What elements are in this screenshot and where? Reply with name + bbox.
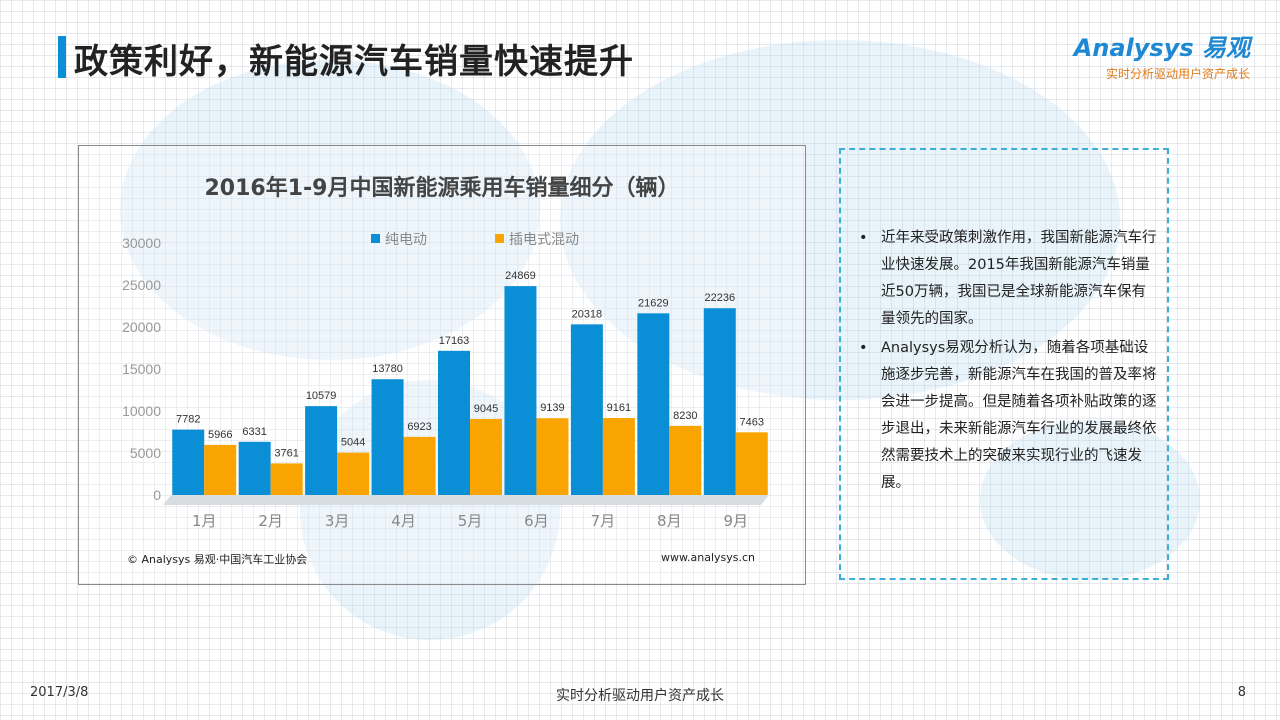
- data-label: 20318: [572, 308, 603, 320]
- bar-pure-electric: [703, 308, 736, 495]
- x-tick-label: 4月: [391, 512, 416, 530]
- x-tick-label: 1月: [192, 512, 217, 530]
- y-tick-label: 30000: [122, 235, 161, 251]
- data-label: 9045: [474, 403, 498, 415]
- chart-floor: [163, 495, 769, 505]
- data-label: 7782: [176, 414, 200, 426]
- data-label: 24869: [505, 270, 536, 282]
- x-tick-label: 7月: [591, 512, 616, 530]
- analysis-point: • Analysys易观分析认为，随着各项基础设施逐步完善，新能源汽车在我国的普及…: [859, 335, 1157, 497]
- bar-pure-electric: [637, 313, 670, 495]
- data-label: 5966: [208, 429, 232, 441]
- analysis-text: 近年来受政策刺激作用，我国新能源汽车行业快速发展。2015年我国新能源汽车销量近…: [881, 230, 1157, 327]
- data-label: 17163: [439, 335, 470, 347]
- data-label: 13780: [372, 363, 403, 375]
- logo-wordmark: Analysys 易观: [1073, 34, 1250, 62]
- page-title: 政策利好，新能源汽车销量快速提升: [74, 42, 634, 82]
- legend-swatch: [371, 234, 380, 243]
- bar-chart: 30000 25000 20000 15000 10000 5000 0 纯电动 插电式混动 77…: [122, 232, 769, 530]
- y-tick-label: 0: [153, 487, 161, 503]
- data-label: 6923: [407, 421, 431, 433]
- footer-slogan: 实时分析驱动用户资产成长: [556, 688, 724, 704]
- data-label: 10579: [306, 390, 337, 402]
- bar-plugin-hybrid: [270, 463, 303, 495]
- analysis-list: • 近年来受政策刺激作用，我国新能源汽车行业快速发展。2015年我国新能源汽车销量…: [859, 225, 1157, 499]
- chart-site: www.analysys.cn: [661, 551, 755, 564]
- data-label: 6331: [242, 426, 266, 438]
- analysis-point: • 近年来受政策刺激作用，我国新能源汽车行业快速发展。2015年我国新能源汽车销量…: [859, 225, 1157, 333]
- x-tick-label: 6月: [524, 512, 549, 530]
- x-tick-label: 8月: [657, 512, 682, 530]
- bar-plugin-hybrid: [669, 425, 702, 495]
- data-label: 21629: [638, 297, 669, 309]
- analysis-text: Analysys易观分析认为，随着各项基础设施逐步完善，新能源汽车在我国的普及率…: [881, 340, 1157, 491]
- world-map-background: [980, 420, 1200, 580]
- x-tick-label: 5月: [458, 512, 483, 530]
- bar-plugin-hybrid: [735, 432, 768, 495]
- data-label: 9139: [540, 402, 564, 414]
- page-number: 8: [1237, 685, 1246, 700]
- x-tick-label: 9月: [724, 512, 749, 530]
- bar-pure-electric: [305, 406, 338, 495]
- bar-plugin-hybrid: [337, 452, 370, 495]
- bar-plugin-hybrid: [470, 419, 502, 495]
- legend-label: 纯电动: [385, 232, 427, 248]
- y-tick-label: 10000: [122, 403, 161, 419]
- bar-plugin-hybrid: [536, 418, 569, 495]
- bar-pure-electric: [238, 441, 271, 495]
- logo-slogan: 实时分析驱动用户资产成长: [1105, 67, 1250, 81]
- y-tick-label: 25000: [122, 277, 161, 293]
- bar-pure-electric: [504, 286, 537, 495]
- legend-label: 插电式混动: [509, 232, 579, 248]
- chart-source: © Analysys 易观·中国汽车工业协会: [127, 553, 308, 566]
- footer-date: 2017/3/8: [30, 685, 89, 700]
- bar-pure-electric: [371, 379, 404, 495]
- data-label: 5044: [341, 437, 365, 449]
- x-tick-label: 2月: [258, 512, 283, 530]
- bullet-dot: •: [859, 230, 868, 246]
- x-tick-label: 3月: [325, 512, 350, 530]
- data-label: 8230: [673, 410, 697, 422]
- world-map-background: [120, 60, 540, 360]
- data-label: 3761: [274, 447, 298, 459]
- y-tick-label: 20000: [122, 319, 161, 335]
- bar-plugin-hybrid: [204, 444, 237, 495]
- analysis-panel: • 近年来受政策刺激作用，我国新能源汽车行业快速发展。2015年我国新能源汽车销量…: [839, 148, 1169, 580]
- bar-pure-electric: [438, 350, 470, 495]
- y-tick-label: 15000: [122, 361, 161, 377]
- legend-swatch: [495, 234, 504, 243]
- bar-plugin-hybrid: [403, 436, 436, 495]
- data-label: 22236: [704, 292, 735, 304]
- data-label: 9161: [607, 402, 631, 414]
- chart-title: 2016年1-9月中国新能源乘用车销量细分（辆）: [204, 176, 680, 201]
- y-tick-label: 5000: [130, 445, 161, 461]
- title-accent-bar: [58, 36, 66, 78]
- data-label: 7463: [740, 416, 764, 428]
- bar-pure-electric: [570, 324, 603, 495]
- brand-logo: Analysys 易观 实时分析驱动用户资产成长: [1074, 28, 1250, 82]
- bar-pure-electric: [172, 429, 205, 495]
- chart-frame: 2016年1-9月中国新能源乘用车销量细分（辆） 30000 25000 20000…: [78, 145, 806, 585]
- bar-plugin-hybrid: [602, 418, 635, 495]
- bullet-dot: •: [859, 340, 868, 356]
